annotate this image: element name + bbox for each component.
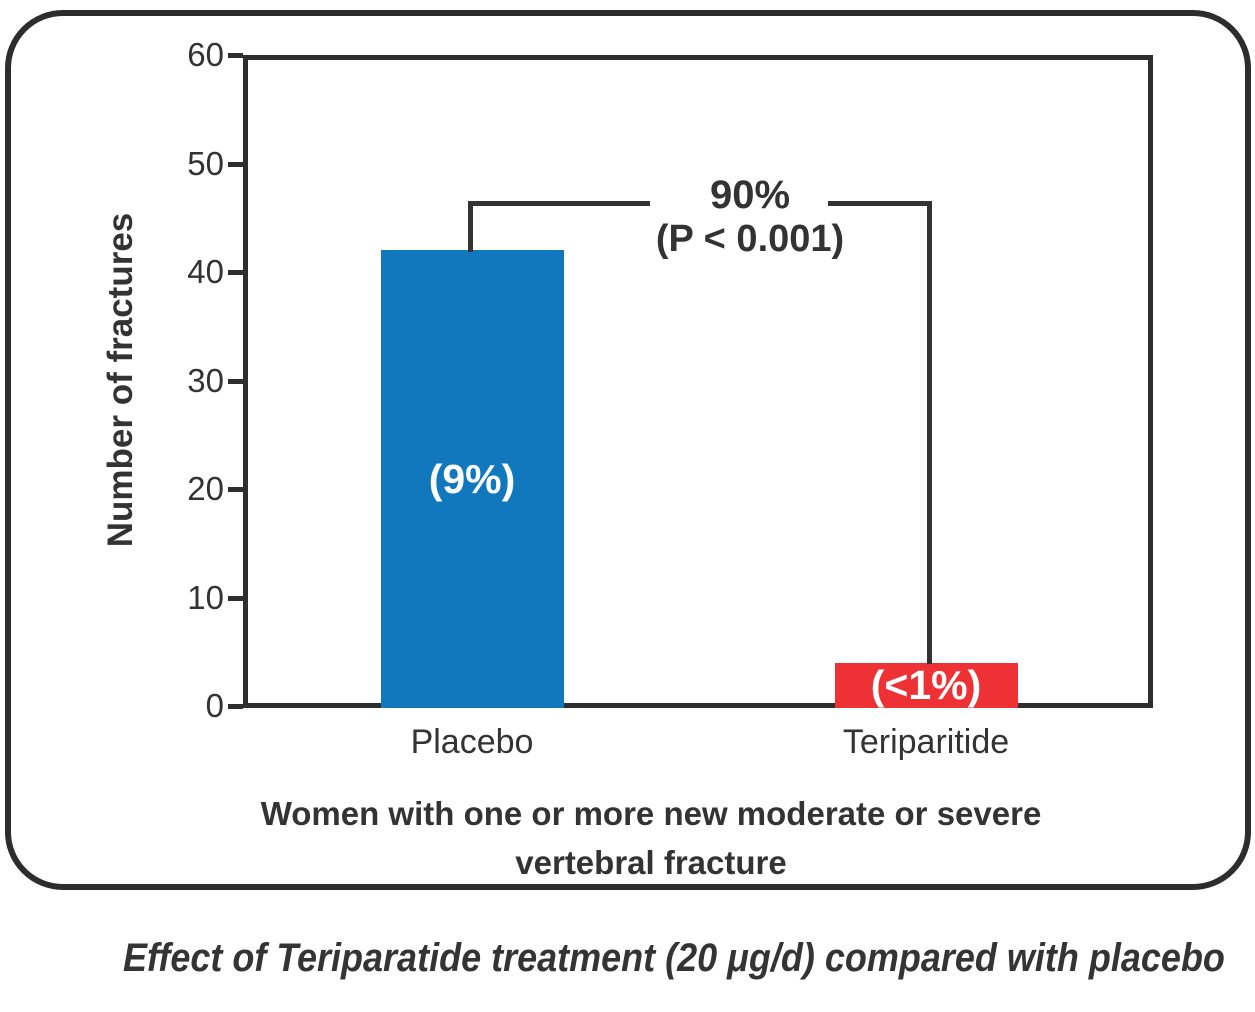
figure-caption: Effect of Teriparatide treatment (20 μg/… [123,936,1225,980]
y-tick-label-20: 20 [187,470,224,507]
bar-placebo: (9%) [380,250,564,708]
y-tick-30 [228,379,243,384]
x-axis-title: Women with one or more new moderate or s… [151,789,1151,887]
y-tick-50 [228,162,243,167]
bracket-line-vertical-placebo [468,201,473,252]
p-value-label: (P < 0.001) [655,218,845,260]
bracket-line-horizontal-right [828,201,932,206]
x-category-label-teriparitide: Teriparitide [842,723,1010,761]
significance-annotation: 90% (P < 0.001) [600,173,900,261]
y-tick-label-10: 10 [187,579,224,616]
y-tick-20 [228,487,243,492]
bar-teriparitide: (<1%) [834,662,1018,708]
plot-area-border [243,55,1153,708]
x-category-label-placebo: Placebo [410,723,534,761]
bar-value-label-teriparitide: (<1%) [870,662,982,708]
y-tick-label-30: 30 [187,362,224,399]
y-tick-label-50: 50 [187,145,224,182]
y-tick-label-40: 40 [187,253,224,290]
x-axis-title-line2: vertebral fracture [515,844,787,881]
chart-frame [5,10,1251,890]
y-tick-0 [228,704,243,709]
y-tick-60 [228,53,243,58]
bracket-line-horizontal-left [470,201,650,206]
y-tick-label-60: 60 [187,36,224,73]
bracket-line-vertical-teriparitide [927,201,932,664]
y-tick-10 [228,596,243,601]
y-tick-label-0: 0 [205,687,224,724]
x-axis-title-line1: Women with one or more new moderate or s… [260,795,1042,832]
reduction-percent-label: 90% [709,173,791,217]
bar-value-label-placebo: (9%) [428,455,516,502]
y-tick-40 [228,270,243,275]
